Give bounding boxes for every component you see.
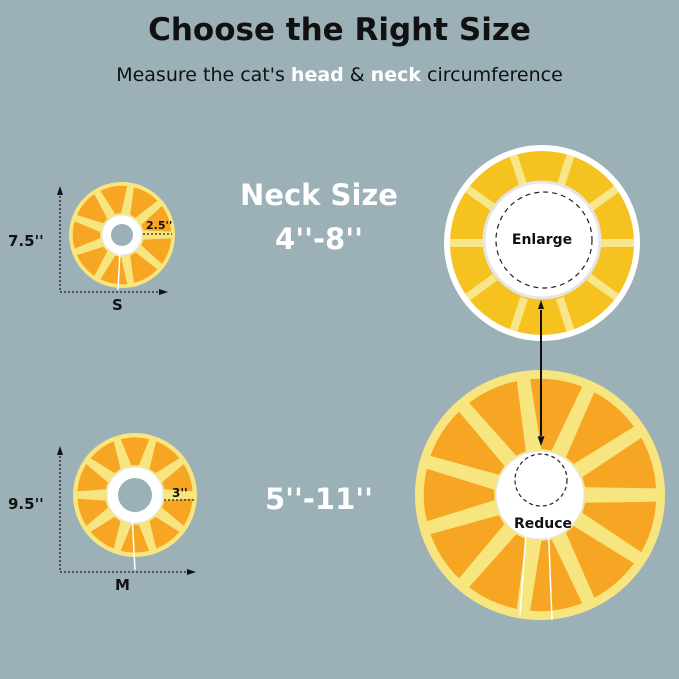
subtitle-head: head (290, 64, 344, 86)
small-drawstring (117, 249, 121, 291)
medium-collar-petal (149, 516, 180, 549)
enlarge-stripe (586, 185, 619, 213)
medium-collar-petal (120, 524, 150, 553)
subtitle-text: Measure the cat's (116, 64, 291, 86)
reduce-collar-petal (469, 534, 526, 609)
subtitle-neck: neck (370, 64, 421, 86)
small-collar-hole (111, 224, 133, 246)
page-title: Choose the Right Size (148, 12, 531, 48)
small-collar-petal (77, 246, 108, 276)
medium-neck-range: 5''-11'' (264, 482, 374, 516)
reduce-collar-petal (530, 539, 583, 612)
enlarge-stripe (556, 154, 575, 190)
small-collar-petal (100, 255, 128, 285)
small-collar-petal (141, 206, 172, 232)
medium-height-arrow (57, 446, 63, 455)
small-neck-range: 4''-8'' (275, 222, 363, 256)
reduce-drawstring (547, 519, 553, 621)
small-collar-petal (130, 187, 158, 218)
subtitle-suffix: circumference (420, 64, 563, 86)
reduce-collar-petal (566, 392, 634, 464)
enlarge-stripe (465, 185, 498, 213)
arrow-up-icon (538, 300, 544, 309)
reduce-collar-petal (582, 437, 657, 489)
reduce-collar-petal (582, 501, 657, 553)
medium-collar-petal (120, 437, 150, 466)
small-collar-petal (100, 185, 128, 215)
reduce-collar-petal (469, 381, 526, 456)
subtitle: Measure the cat's head & neck circumfere… (0, 64, 679, 86)
reduce-collar-petal (530, 378, 583, 451)
medium-width-arrow (187, 569, 196, 575)
medium-collar-petal (162, 498, 193, 526)
enlarge-dashed-circle (495, 191, 593, 289)
medium-collar-petal (149, 441, 180, 474)
medium-size-label: M (115, 576, 130, 594)
small-size-label: S (112, 296, 123, 314)
reduce-drawstring (519, 519, 528, 616)
enlarge-label: Enlarge (511, 232, 573, 248)
reduce-label: Reduce (513, 516, 573, 532)
small-collar-petal (130, 252, 158, 283)
medium-drawstring (131, 514, 136, 571)
medium-collar-petal (90, 516, 121, 549)
medium-width-label: 3'' (172, 486, 188, 500)
medium-height-label: 9.5'' (8, 495, 44, 513)
small-collar-petal (72, 221, 101, 249)
medium-collar-hole (118, 478, 152, 512)
small-height-arrow (57, 186, 63, 195)
medium-collar-petal (77, 464, 108, 492)
small-collar-petal (77, 194, 108, 224)
reduce-collar-collar (495, 450, 585, 540)
medium-collar-petal (90, 441, 121, 474)
subtitle-amp: & (343, 64, 371, 86)
medium-collar-petal (77, 498, 108, 526)
enlarge-stripe (509, 154, 528, 190)
arrow-down-icon (537, 436, 545, 446)
small-collar-petal (141, 238, 172, 264)
reduce-collar-petal (423, 468, 495, 522)
enlarge-stripe (556, 296, 575, 332)
enlarge-stripe (465, 273, 498, 301)
small-height-label: 7.5'' (8, 232, 44, 250)
neck-size-label: Neck Size (240, 178, 398, 212)
enlarge-stripe (509, 296, 528, 332)
reduce-dashed-circle (514, 453, 568, 507)
reduce-collar-petal (430, 515, 505, 579)
medium-collar-petal (162, 464, 193, 492)
small-width-arrow (159, 289, 168, 295)
reduce-collar-petal (430, 411, 505, 475)
reduce-collar-petal (566, 526, 634, 598)
small-width-label: 2.5'' (146, 219, 173, 232)
enlarge-stripe (586, 273, 619, 301)
enlarge-neck-ring (482, 180, 602, 300)
